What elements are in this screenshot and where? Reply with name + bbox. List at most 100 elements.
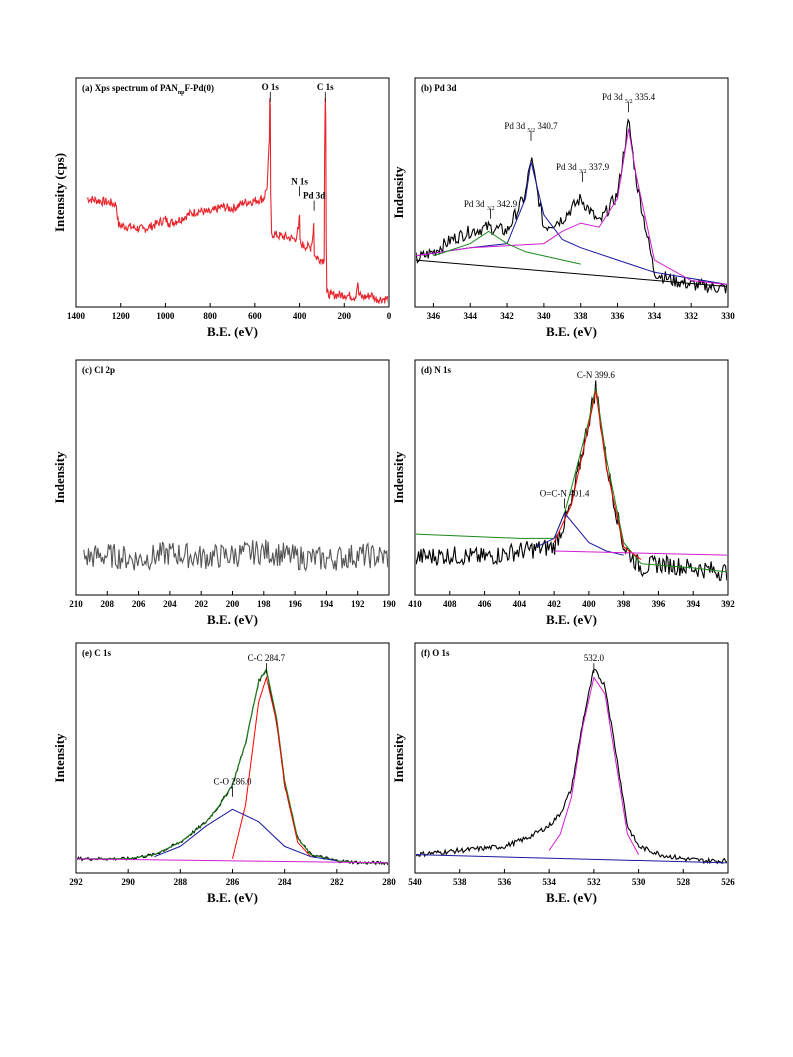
peak-label: C-N 399.6 (577, 370, 615, 380)
plot-frame (414, 77, 729, 308)
panel-d: 410 408 406 404 402 400 398 396 394 392 B.E. (eV) I… (391, 359, 735, 627)
x-tick-label: 536 (498, 877, 512, 887)
x-axis-title: B.E. (eV) (207, 324, 258, 339)
x-axis-title: B.E. (eV) (546, 890, 597, 905)
x-axis-title: B.E. (eV) (546, 612, 597, 627)
y-axis-title: Intensity (391, 733, 406, 783)
panel-c: 210 208 206 204 202 200 198 196 194 192 190 B.E. (e… (52, 359, 396, 627)
x-tick-label: 394 (686, 599, 700, 609)
series-line-1 (416, 118, 727, 294)
x-tick-label: 410 (408, 599, 422, 609)
x-tick-label: 284 (278, 877, 292, 887)
x-tick-label: 0 (387, 311, 392, 321)
plot-frame (75, 642, 390, 874)
x-axis-title: B.E. (eV) (546, 324, 597, 339)
x-tick-label: 1000 (156, 311, 175, 321)
y-axis-title: Intensity (52, 733, 67, 783)
panel-e: 292 290 288 286 284 282 280 B.E. (eV) Intensity (… (52, 642, 396, 905)
x-tick-label: 334 (648, 311, 662, 321)
y-axis-title: Indensity (52, 451, 67, 504)
x-tick-label: 342 (500, 311, 514, 321)
x-tick-label: 406 (478, 599, 492, 609)
x-tick-label: 402 (547, 599, 561, 609)
x-tick-label: 200 (338, 311, 352, 321)
x-tick-label: 346 (427, 311, 441, 321)
x-tick-label: 282 (330, 877, 344, 887)
series-line-2 (548, 676, 640, 855)
x-tick-label: 190 (382, 599, 396, 609)
x-tick-label: 200 (226, 599, 240, 609)
x-tick-label: 404 (513, 599, 527, 609)
panel-title: (b) Pd 3d (421, 83, 457, 93)
y-axis-title: Intensity (cps) (52, 153, 67, 232)
x-tick-label: 330 (721, 311, 735, 321)
series-line-1 (83, 539, 388, 572)
plot-frame (75, 77, 390, 308)
x-tick-label: 210 (69, 599, 83, 609)
x-tick-label: 206 (132, 599, 146, 609)
x-tick-label: 530 (632, 877, 646, 887)
x-tick-label: 286 (226, 877, 240, 887)
series-line-2 (77, 667, 388, 864)
x-tick-label: 534 (542, 877, 556, 887)
y-axis-title: Indensity (391, 166, 406, 219)
x-axis-title: B.E. (eV) (207, 612, 258, 627)
peak-label: N 1s (291, 176, 308, 186)
x-tick-label: 600 (248, 311, 262, 321)
panel-title: (f) O 1s (421, 648, 450, 658)
x-tick-label: 338 (574, 311, 588, 321)
x-tick-label: 538 (453, 877, 467, 887)
x-tick-label: 532 (587, 877, 601, 887)
x-tick-label: 398 (617, 599, 631, 609)
series-line-4 (433, 230, 581, 265)
x-tick-label: 208 (101, 599, 115, 609)
x-tick-label: 192 (351, 599, 365, 609)
peak-label: C-C 284.7 (248, 653, 286, 663)
x-tick-label: 800 (203, 311, 217, 321)
series-line-3 (553, 390, 642, 560)
series-line-1 (416, 668, 727, 865)
x-tick-label: 288 (174, 877, 188, 887)
series-line-3 (416, 128, 727, 285)
series-line-1 (86, 98, 388, 304)
peak-label: O 1s (262, 82, 280, 92)
peak-label: O=C-N 401.4 (540, 488, 590, 498)
x-tick-label: 344 (463, 311, 477, 321)
x-tick-label: 204 (163, 599, 177, 609)
series-line-3 (416, 854, 727, 864)
x-axis-title: B.E. (eV) (207, 890, 258, 905)
x-tick-label: 198 (257, 599, 271, 609)
panel-f: 540 538 536 534 532 530 528 526 B.E. (eV) Intensi… (391, 642, 735, 905)
x-tick-label: 400 (582, 599, 596, 609)
x-tick-label: 196 (288, 599, 302, 609)
panel-title: (a) Xps spectrum of PANnpF-Pd(0) (82, 83, 214, 96)
x-tick-label: 1200 (112, 311, 131, 321)
series-line-5 (77, 858, 388, 864)
x-tick-label: 526 (721, 877, 735, 887)
panel-title: (c) Cl 2p (82, 365, 115, 375)
series-line-4 (536, 512, 624, 556)
x-tick-label: 290 (121, 877, 135, 887)
plot-frame (414, 642, 729, 874)
x-tick-label: 340 (537, 311, 551, 321)
x-tick-label: 194 (320, 599, 334, 609)
x-tick-label: 292 (69, 877, 83, 887)
series-line-1 (77, 667, 388, 866)
panel-b: 346 344 342 340 338 336 334 332 330 B.E. (eV) Inde… (391, 77, 735, 339)
series-line-2 (416, 386, 727, 573)
x-tick-label: 400 (293, 311, 307, 321)
series-line-5 (416, 259, 727, 288)
peak-label: C-O 286.0 (214, 777, 252, 787)
x-tick-label: 540 (408, 877, 422, 887)
x-tick-label: 528 (677, 877, 691, 887)
series-line-2 (416, 161, 727, 285)
x-tick-label: 332 (684, 311, 698, 321)
series-line-4 (154, 808, 337, 862)
x-tick-label: 396 (652, 599, 666, 609)
peak-label: Pd 3d (303, 191, 325, 201)
panel-a: 1400 1200 1000 800 600 400 200 0 B.E. (eV) Intens… (52, 77, 392, 339)
series-line-5 (554, 550, 727, 556)
x-tick-label: 1400 (67, 311, 86, 321)
x-tick-label: 392 (721, 599, 735, 609)
